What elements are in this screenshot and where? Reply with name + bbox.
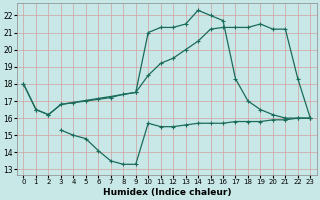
- X-axis label: Humidex (Indice chaleur): Humidex (Indice chaleur): [103, 188, 231, 197]
